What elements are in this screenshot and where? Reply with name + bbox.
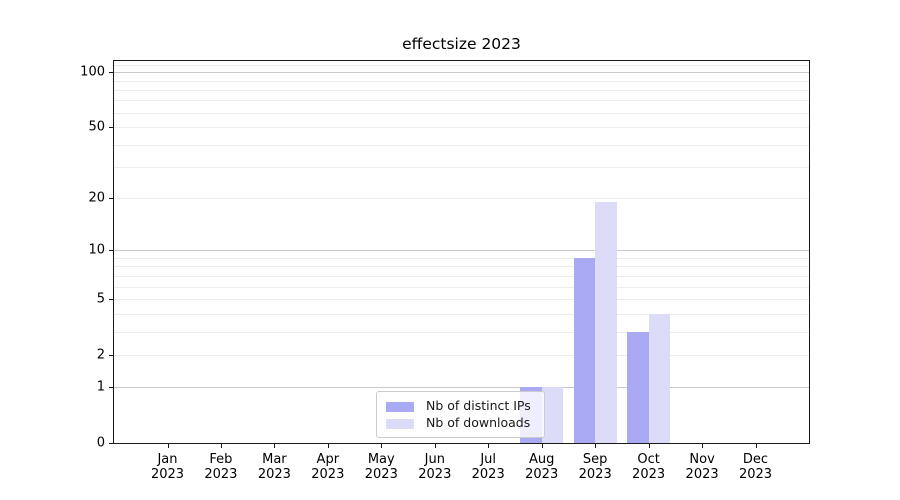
y-tick-label-5: 5 (96, 291, 105, 307)
gridline-90 (114, 80, 809, 82)
x-tick-label-7: Aug 2023 (525, 452, 559, 482)
x-tick-mark-10 (702, 443, 704, 448)
gridline-110 (114, 64, 809, 66)
bar-nb-of-downloads-aug-2023 (541, 387, 564, 443)
gridline-5 (114, 299, 809, 300)
gridline-80 (114, 89, 809, 91)
legend-row: Nb of downloads (386, 415, 544, 432)
y-tick-mark-5 (109, 299, 114, 300)
x-tick-label-10: Nov 2023 (685, 452, 719, 482)
legend-label: Nb of downloads (426, 415, 531, 431)
x-tick-label-0: Jan 2023 (150, 452, 185, 482)
x-tick-label-5: Jun 2023 (418, 452, 452, 482)
gridline-20 (114, 198, 809, 200)
bar-nb-of-downloads-sep-2023 (595, 202, 617, 443)
y-tick-mark-10 (109, 250, 114, 252)
x-tick-mark-0 (167, 443, 169, 448)
gridline-8 (114, 266, 809, 268)
x-tick-mark-3 (327, 443, 329, 448)
y-tick-label-2: 2 (96, 347, 105, 363)
gridline-30 (114, 167, 809, 168)
y-tick-label-100: 100 (80, 64, 105, 80)
y-tick-mark-0 (109, 443, 114, 444)
x-tick-mark-9 (648, 443, 650, 448)
gridline-4 (114, 313, 809, 315)
x-tick-label-1: Feb 2023 (204, 452, 238, 482)
y-tick-mark-1 (109, 387, 114, 389)
bar-nb-of-distinct-ips-oct-2023 (627, 331, 649, 443)
bar-nb-of-downloads-oct-2023 (648, 313, 671, 443)
x-tick-mark-4 (381, 443, 383, 448)
legend-label: Nb of distinct IPs (426, 398, 531, 414)
x-tick-label-8: Sep 2023 (578, 452, 612, 482)
gridline-9 (114, 258, 809, 259)
gridline-100 (114, 72, 809, 74)
gridline-10 (114, 250, 809, 252)
x-tick-mark-2 (274, 443, 276, 448)
x-tick-mark-11 (755, 443, 757, 448)
gridline-50 (114, 127, 809, 128)
x-tick-label-2: Mar 2023 (257, 452, 291, 482)
y-tick-label-20: 20 (88, 190, 105, 206)
x-tick-mark-5 (434, 443, 436, 448)
plot-area: Nb of distinct IPs Nb of downloads 0 1 2 5 10… (80, 60, 810, 482)
chart-title: effectsize 2023 (402, 35, 521, 53)
x-tick-mark-7 (541, 443, 543, 448)
legend-swatch-icon (386, 401, 414, 412)
y-tick-mark-2 (109, 354, 114, 356)
x-tick-mark-6 (488, 443, 490, 448)
x-tick-mark-8 (595, 443, 597, 448)
legend-swatch-icon (386, 418, 414, 429)
x-tick-label-3: Apr 2023 (311, 452, 345, 482)
bar-nb-of-distinct-ips-sep-2023 (573, 258, 596, 443)
gridline-60 (114, 112, 809, 114)
gridline-70 (114, 100, 809, 102)
x-tick-label-4: May 2023 (364, 452, 398, 482)
y-tick-label-1: 1 (96, 379, 105, 395)
y-tick-label-0: 0 (96, 435, 105, 451)
x-tick-label-6: Jul 2023 (471, 452, 505, 482)
gridline-2 (114, 354, 809, 356)
y-tick-label-10: 10 (88, 242, 105, 258)
y-tick-label-50: 50 (88, 119, 105, 135)
x-tick-label-9: Oct 2023 (632, 452, 666, 482)
gridline-6 (114, 286, 809, 288)
y-tick-mark-20 (109, 198, 114, 200)
gridline-40 (114, 144, 809, 146)
y-tick-mark-100 (109, 72, 114, 74)
legend: Nb of distinct IPs Nb of downloads (376, 391, 545, 438)
x-tick-mark-1 (220, 443, 222, 448)
gridline-3 (114, 331, 809, 333)
legend-row: Nb of distinct IPs (386, 398, 544, 415)
gridline-7 (114, 275, 809, 277)
y-tick-mark-50 (109, 127, 114, 128)
gridline-1 (114, 387, 809, 389)
x-tick-label-11: Dec 2023 (738, 452, 773, 482)
